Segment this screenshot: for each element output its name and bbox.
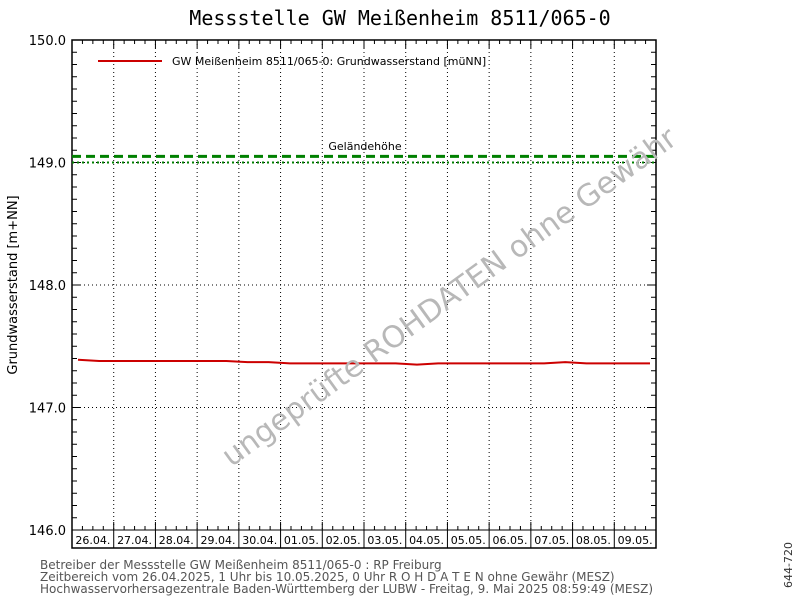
x-tick-label: 28.04.	[159, 534, 194, 547]
minor-ticks	[71, 39, 657, 531]
footer-line-2: Zeitbereich vom 26.04.2025, 1 Uhr bis 10…	[40, 570, 615, 584]
series-group	[77, 358, 650, 366]
code-label: 644-720	[782, 542, 795, 588]
x-tick-labels: 26.04. 27.04. 28.04. 29.04. 30.04. 01.05. 02.0…	[75, 534, 652, 547]
x-tick-label: 02.05.	[326, 534, 361, 547]
reference-label-gelaendehoehe: Geländehöhe	[328, 140, 401, 153]
y-tick-label: 146.0	[29, 524, 66, 539]
x-tick-label: 07.05.	[534, 534, 569, 547]
y-tick-label: 149.0	[29, 157, 66, 172]
series-line	[77, 358, 650, 366]
chart-title: Messstelle GW Meißenheim 8511/065-0	[189, 6, 610, 30]
x-tick-label: 27.04.	[117, 534, 152, 547]
x-tick-label: 06.05.	[493, 534, 528, 547]
footer-line-1: Betreiber der Messstelle GW Meißenheim 8…	[40, 558, 442, 572]
y-tick-label: 148.0	[29, 279, 66, 294]
y-tick-label: 150.0	[29, 34, 66, 49]
y-tick-label: 147.0	[29, 402, 66, 417]
x-tick-label: 08.05.	[576, 534, 611, 547]
x-tick-label: 04.05.	[409, 534, 444, 547]
x-tick-label: 09.05.	[618, 534, 653, 547]
x-tick-label: 29.04.	[201, 534, 236, 547]
reference-lines	[72, 154, 656, 164]
x-tick-label: 30.04.	[242, 534, 277, 547]
x-tick-label: 01.05.	[284, 534, 319, 547]
y-axis-label: Grundwasserstand [m+NN]	[6, 195, 21, 374]
footer-line-3: Hochwasservorhersagezentrale Baden-Württ…	[40, 582, 653, 596]
y-tick-labels: 146.0 147.0 148.0 149.0 150.0	[29, 34, 66, 539]
x-tick-label: 03.05.	[367, 534, 402, 547]
legend-label: GW Meißenheim 8511/065-0: Grundwassersta…	[172, 55, 486, 68]
x-tick-label: 05.05.	[451, 534, 486, 547]
legend: GW Meißenheim 8511/065-0: Grundwassersta…	[98, 55, 486, 68]
x-tick-label: 26.04.	[75, 534, 110, 547]
